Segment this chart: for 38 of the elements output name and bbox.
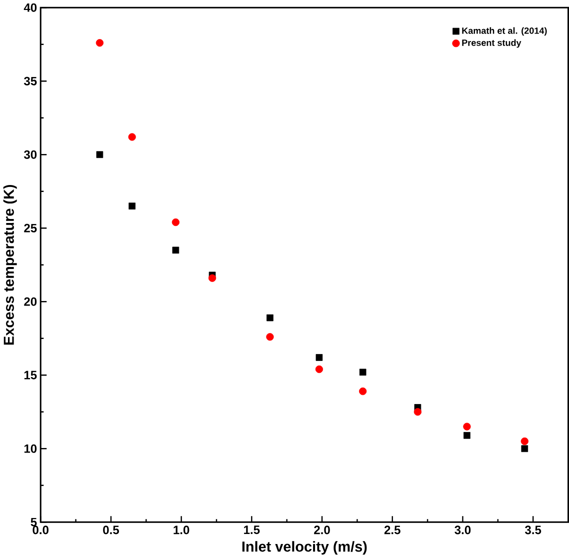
x-tick-label: 1.5 <box>244 526 260 534</box>
legend-label: Kamath et al. (2014) <box>462 27 547 36</box>
x-axis-title: Inlet velocity (m/s) <box>242 541 367 555</box>
x-tick-label: 3.0 <box>454 526 471 534</box>
point <box>463 422 471 430</box>
point <box>172 218 180 226</box>
x-tick-label: 1.0 <box>174 526 190 534</box>
y-tick-label: 20 <box>24 297 37 306</box>
x-tick-label: 3.5 <box>524 526 542 534</box>
y-tick-label: 40 <box>24 3 37 12</box>
y-axis-title: Excess temperature (K) <box>3 185 17 345</box>
point <box>464 432 470 439</box>
point <box>414 408 422 416</box>
point <box>128 202 136 210</box>
y-tick-label: 30 <box>24 150 37 159</box>
x-tick-label: 2.5 <box>384 526 400 534</box>
point <box>96 39 104 47</box>
x-tick-label: 0.5 <box>103 526 119 534</box>
point <box>520 438 528 446</box>
y-tick-label: 25 <box>24 224 37 232</box>
y-tick-label: 35 <box>24 76 37 86</box>
point <box>359 368 366 376</box>
point <box>172 246 180 254</box>
point <box>521 445 528 452</box>
point <box>359 388 367 396</box>
x-tick-label: 0.0 <box>32 526 48 534</box>
point <box>208 274 216 282</box>
x-tick-label: 2.0 <box>314 526 330 534</box>
point <box>316 354 323 361</box>
point <box>266 333 274 341</box>
point <box>315 365 324 374</box>
point <box>128 133 136 141</box>
legend-label: Present study <box>462 39 522 48</box>
y-tick-label: 5 <box>30 518 37 526</box>
y-tick-label: 10 <box>24 444 37 453</box>
point <box>96 151 104 158</box>
point <box>266 314 274 322</box>
y-tick-label: 15 <box>24 370 37 380</box>
